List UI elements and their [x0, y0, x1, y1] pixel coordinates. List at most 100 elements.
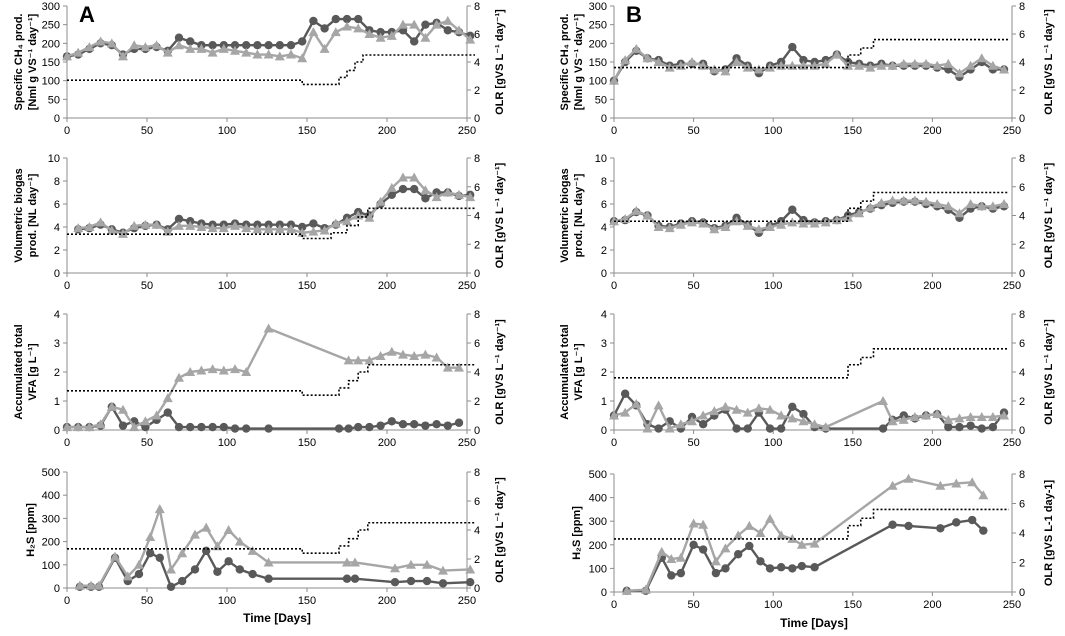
x-tick-label: 200 — [378, 125, 396, 137]
reactor-1-point — [213, 567, 222, 576]
reactor-1-point — [776, 424, 786, 433]
y-axis-title-line: VFA [g L⁻¹] — [573, 343, 585, 401]
reactor-2-point — [431, 192, 442, 202]
reactor-2-point — [976, 53, 987, 63]
x-axis-title-b: Time [Days] — [780, 616, 848, 630]
reactor-2-point — [465, 564, 476, 574]
reactor-1-point — [174, 422, 184, 432]
reactor-2-point — [932, 199, 943, 208]
y-axis-title-line: H₂S [ppm] — [571, 506, 583, 560]
reactor-2-point — [196, 43, 207, 53]
reactor-2-point — [932, 60, 943, 70]
y-tick-label: 2 — [601, 367, 607, 379]
y2-tick-label: 2 — [1019, 558, 1025, 570]
reactor-2-point — [809, 60, 820, 70]
reactor-2-point — [765, 513, 776, 523]
reactor-1-point — [443, 421, 452, 430]
y2-tick-label: 4 — [474, 57, 480, 69]
reactor-1-point — [376, 421, 385, 430]
reactor-2-point — [74, 580, 85, 590]
reactor-1-point — [286, 41, 296, 50]
reactor-2-point — [230, 220, 240, 230]
reactor-2-point — [809, 419, 820, 429]
y2-tick-label: 6 — [474, 496, 480, 508]
x-tick-label: 50 — [687, 437, 699, 449]
reactor-2-point — [688, 518, 699, 528]
reactor-2-point — [965, 411, 976, 421]
x-tick-label: 200 — [923, 125, 941, 137]
x-tick-label: 250 — [1003, 280, 1021, 292]
y2-tick-label: 4 — [474, 367, 480, 379]
reactor-2-point — [987, 201, 998, 211]
reactor-2-point — [709, 406, 720, 416]
y-tick-label: 500 — [589, 469, 607, 481]
reactor-2-point — [820, 58, 831, 68]
reactor-1-point — [977, 424, 986, 433]
reactor-2-point — [390, 563, 400, 573]
y-axis-title-line: Volumetric biogas — [13, 168, 25, 263]
x-tick-label: 100 — [764, 125, 782, 137]
reactor-2-point — [909, 411, 920, 421]
y-tick-label: 250 — [42, 20, 60, 32]
reactor-2-point — [274, 224, 285, 234]
y-tick-label: 8 — [601, 176, 607, 188]
x-tick-label: 100 — [764, 280, 782, 292]
reactor-2-point — [438, 565, 448, 575]
reactor-2-point — [798, 218, 809, 228]
reactor-2-point — [903, 473, 914, 483]
reactor-1-point — [134, 569, 144, 579]
reactor-2-point — [174, 40, 184, 50]
reactor-1-point — [253, 41, 262, 50]
x-tick-label: 200 — [378, 437, 396, 449]
reactor-2-point — [787, 217, 798, 227]
reactor-1-point — [398, 420, 408, 429]
reactor-2-point — [177, 548, 188, 558]
reactor-1-point — [966, 421, 975, 430]
x-tick-label: 0 — [64, 437, 70, 449]
reactor-2-point — [409, 351, 420, 361]
y-tick-label: 100 — [42, 76, 60, 88]
reactor-1-point — [264, 424, 273, 433]
x-tick-label: 0 — [64, 595, 70, 607]
reactor-2-point — [753, 403, 764, 413]
x-tick-label: 0 — [611, 437, 617, 449]
reactor-2-point — [642, 423, 653, 433]
reactor-2-point — [247, 545, 258, 555]
reactor-2-point — [675, 219, 686, 229]
y2-tick-label: 6 — [474, 182, 480, 194]
reactor-2-point — [865, 62, 876, 72]
panel-b4: 0 50 100 150 200 250010020030040050002468H₂S … — [571, 469, 1055, 611]
y2-tick-label: 0 — [474, 425, 480, 437]
reactor-1-point — [422, 576, 432, 586]
reactor-2-point — [742, 407, 753, 417]
y2-tick-label: 4 — [474, 211, 480, 223]
reactor-2-point — [733, 530, 744, 540]
reactor-2-point — [943, 58, 954, 68]
reactor-2-point — [263, 557, 274, 567]
reactor-2-point — [932, 409, 943, 419]
x-tick-label: 150 — [298, 280, 316, 292]
reactor-2-point — [431, 19, 442, 29]
reactor-1-point — [309, 219, 318, 228]
reactor-2-point — [731, 216, 742, 226]
reactor-2-point — [675, 419, 686, 429]
reactor-2-point — [776, 530, 787, 540]
reactor-2-point — [342, 21, 352, 31]
reactor-2-point — [898, 195, 909, 205]
reactor-2-point — [62, 422, 72, 432]
reactor-2-point — [935, 480, 946, 490]
y2-axis-title: OLR [gVS L⁻¹ day⁻¹] — [494, 319, 506, 425]
x-tick-label: 50 — [687, 599, 699, 611]
reactor-1-point — [155, 553, 164, 563]
reactor-2-point — [954, 413, 965, 423]
x-tick-label: 200 — [378, 595, 396, 607]
y2-tick-label: 0 — [1019, 425, 1025, 437]
reactor-2-point — [720, 543, 731, 553]
reactor-2-point — [174, 220, 184, 230]
reactor-2-point — [406, 559, 416, 569]
reactor-2-point — [976, 201, 987, 211]
reactor-2-point — [409, 172, 420, 182]
reactor-2-point — [185, 367, 196, 376]
reactor-2-point — [364, 212, 375, 222]
reactor-2-point — [854, 60, 865, 70]
